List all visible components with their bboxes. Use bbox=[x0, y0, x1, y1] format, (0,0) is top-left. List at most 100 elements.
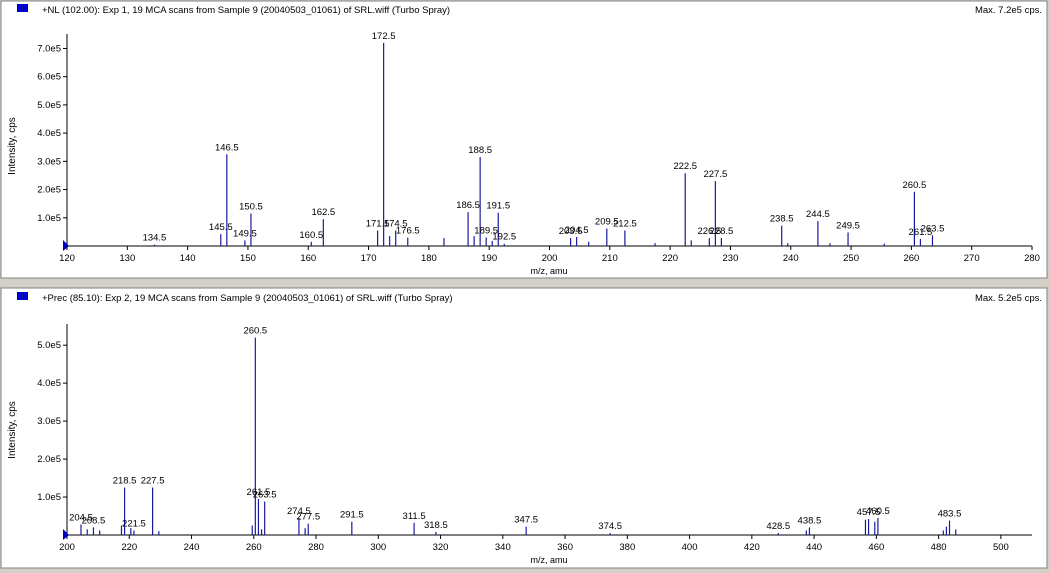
x-tick-label: 300 bbox=[370, 542, 386, 553]
x-tick-label: 120 bbox=[59, 253, 75, 264]
y-tick-label: 7.0e5 bbox=[37, 43, 61, 54]
peak-label: 260.5 bbox=[243, 326, 267, 337]
x-tick-label: 440 bbox=[806, 542, 822, 553]
panel-title: +NL (102.00): Exp 1, 19 MCA scans from S… bbox=[42, 5, 450, 16]
peak-label: 260.5 bbox=[903, 180, 927, 191]
peak-label: 160.5 bbox=[299, 230, 323, 241]
peak-label: 263.5 bbox=[921, 223, 945, 234]
x-tick-label: 420 bbox=[744, 542, 760, 553]
peak-label: 134.5 bbox=[143, 233, 167, 244]
peak-label: 238.5 bbox=[770, 214, 794, 225]
peak-label: 438.5 bbox=[798, 515, 822, 526]
x-tick-label: 340 bbox=[495, 542, 511, 553]
spectrum-color-swatch[interactable] bbox=[17, 4, 28, 12]
x-tick-label: 270 bbox=[964, 253, 980, 264]
peak-label: 261.5 bbox=[909, 227, 933, 238]
y-tick-label: 5.0e5 bbox=[37, 100, 61, 111]
x-tick-label: 210 bbox=[602, 253, 618, 264]
peak-label: 318.5 bbox=[424, 520, 448, 531]
spectrum-panel-nl: +NL (102.00): Exp 1, 19 MCA scans from S… bbox=[0, 0, 1048, 279]
x-tick-label: 260 bbox=[246, 542, 262, 553]
x-tick-label: 240 bbox=[184, 542, 200, 553]
peak-label: 192.5 bbox=[492, 232, 516, 243]
peak-label: 188.5 bbox=[468, 145, 492, 156]
peak-label: 162.5 bbox=[311, 207, 335, 218]
x-tick-label: 220 bbox=[121, 542, 137, 553]
y-axis-label: Intensity, cps bbox=[7, 117, 18, 175]
peak-label: 209.5 bbox=[595, 217, 619, 228]
plot-area[interactable]: 120 130 140 150 160 170 180 190 200 210 220 230 240 2… bbox=[37, 31, 1040, 264]
peak-label: 171.5 bbox=[366, 218, 390, 229]
peak-label: 191.5 bbox=[486, 201, 510, 212]
y-tick-label: 3.0e5 bbox=[37, 416, 61, 427]
peak-label: 457.5 bbox=[857, 507, 881, 518]
y-tick-label: 2.0e5 bbox=[37, 185, 61, 196]
peak-label: 204.5 bbox=[565, 225, 589, 236]
peak-label: 174.5 bbox=[384, 218, 408, 229]
panel-title: +Prec (85.10): Exp 2, 19 MCA scans from … bbox=[42, 293, 453, 304]
peak-label: 204.5 bbox=[69, 512, 93, 523]
x-tick-label: 180 bbox=[421, 253, 437, 264]
peak-label: 221.5 bbox=[122, 518, 146, 529]
x-tick-label: 480 bbox=[931, 542, 947, 553]
x-tick-label: 460 bbox=[868, 542, 884, 553]
peak-label: 226.5 bbox=[697, 226, 721, 237]
peak-label: 244.5 bbox=[806, 209, 830, 220]
plot-area[interactable]: 200 220 240 260 280 300 320 340 360 380 400 420 440 4… bbox=[37, 324, 1032, 553]
x-tick-label: 280 bbox=[1024, 253, 1040, 264]
baseline-marker-icon bbox=[63, 240, 69, 251]
x-tick-label: 250 bbox=[843, 253, 859, 264]
y-tick-label: 4.0e5 bbox=[37, 378, 61, 389]
peak-label: 208.5 bbox=[82, 515, 106, 526]
x-tick-label: 500 bbox=[993, 542, 1009, 553]
panel-background bbox=[0, 0, 1048, 279]
spectrum-color-swatch[interactable] bbox=[17, 292, 28, 300]
x-tick-label: 150 bbox=[240, 253, 256, 264]
peak-label: 172.5 bbox=[372, 31, 396, 42]
peak-label: 483.5 bbox=[938, 509, 962, 520]
peak-label: 212.5 bbox=[613, 218, 637, 229]
panel-background bbox=[0, 287, 1048, 569]
peak-label: 149.5 bbox=[233, 228, 257, 239]
peak-label: 277.5 bbox=[296, 512, 320, 523]
peak-label: 189.5 bbox=[474, 226, 498, 237]
peak-label: 274.5 bbox=[287, 506, 311, 517]
peak-label: 186.5 bbox=[456, 200, 480, 211]
peak-label: 428.5 bbox=[766, 521, 790, 532]
spectrum-panel-prec: +Prec (85.10): Exp 2, 19 MCA scans from … bbox=[0, 287, 1048, 569]
peak-label: 227.5 bbox=[703, 169, 727, 180]
peak-label: 146.5 bbox=[215, 142, 239, 153]
x-tick-label: 320 bbox=[433, 542, 449, 553]
x-tick-label: 380 bbox=[619, 542, 635, 553]
peak-label: 261.5 bbox=[247, 487, 271, 498]
peak-label: 374.5 bbox=[598, 521, 622, 532]
x-tick-label: 220 bbox=[662, 253, 678, 264]
peak-label: 145.5 bbox=[209, 222, 233, 233]
y-tick-label: 2.0e5 bbox=[37, 454, 61, 465]
baseline-marker-icon bbox=[63, 529, 69, 540]
x-tick-label: 130 bbox=[119, 253, 135, 264]
x-tick-label: 190 bbox=[481, 253, 497, 264]
y-tick-label: 3.0e5 bbox=[37, 156, 61, 167]
x-tick-label: 160 bbox=[300, 253, 316, 264]
x-tick-label: 400 bbox=[682, 542, 698, 553]
peak-label: 150.5 bbox=[239, 202, 263, 213]
y-tick-label: 6.0e5 bbox=[37, 72, 61, 83]
peak-label: 291.5 bbox=[340, 510, 364, 521]
y-axis-label: Intensity, cps bbox=[7, 401, 18, 459]
x-tick-label: 230 bbox=[723, 253, 739, 264]
max-intensity-label: Max. 5.2e5 cps. bbox=[975, 293, 1042, 304]
peak-label: 249.5 bbox=[836, 220, 860, 231]
x-tick-label: 280 bbox=[308, 542, 324, 553]
y-tick-label: 4.0e5 bbox=[37, 128, 61, 139]
peak-label: 176.5 bbox=[396, 226, 420, 237]
peak-label: 228.5 bbox=[710, 226, 734, 237]
x-tick-label: 360 bbox=[557, 542, 573, 553]
peak-label: 203.5 bbox=[559, 226, 583, 237]
x-tick-label: 140 bbox=[180, 253, 196, 264]
peak-label: 218.5 bbox=[113, 476, 137, 487]
x-tick-label: 260 bbox=[903, 253, 919, 264]
x-tick-label: 240 bbox=[783, 253, 799, 264]
peak-label: 347.5 bbox=[514, 515, 538, 526]
peak-label: 227.5 bbox=[141, 476, 165, 487]
